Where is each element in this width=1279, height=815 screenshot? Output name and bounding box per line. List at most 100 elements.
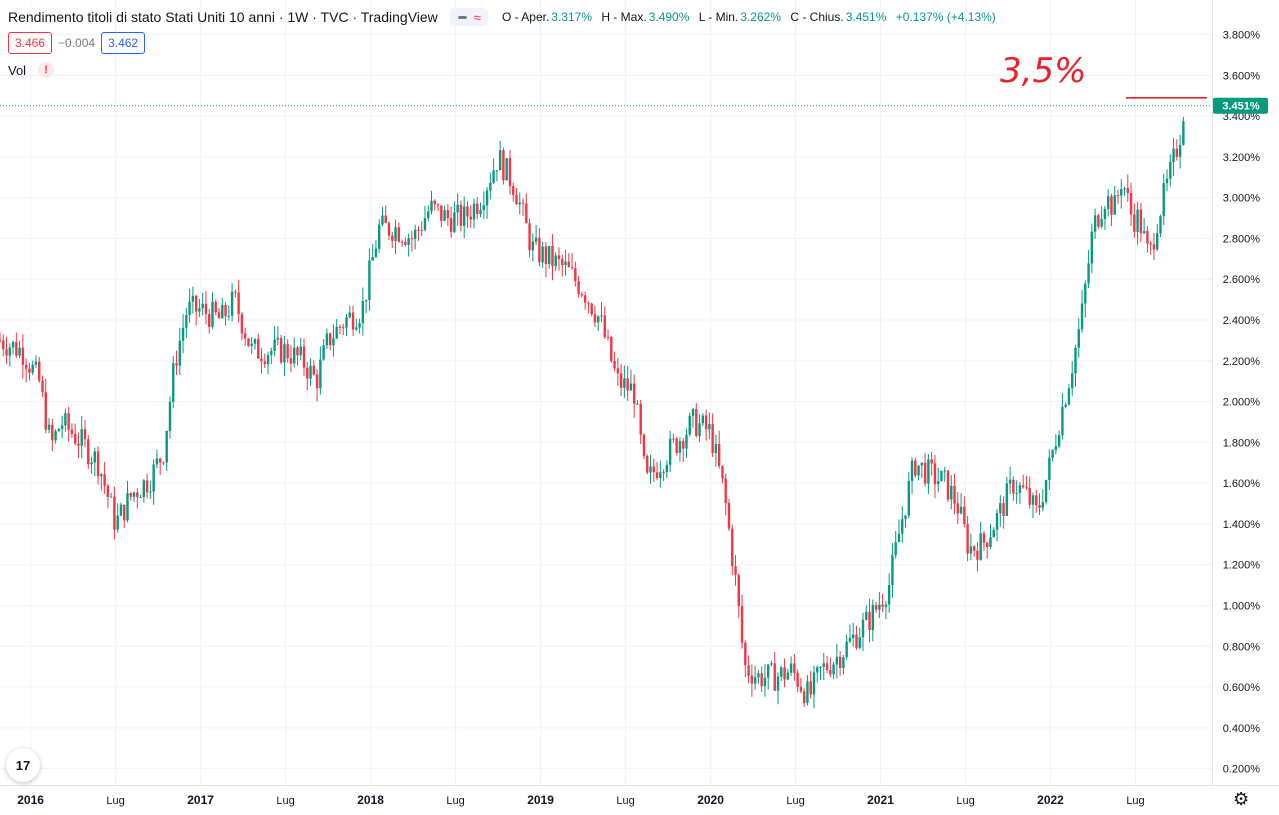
- wave-icon[interactable]: ≈: [473, 9, 481, 25]
- candle-body: [1087, 263, 1090, 284]
- candle-body: [60, 425, 64, 430]
- candle-body: [972, 546, 976, 551]
- candle-body: [1178, 144, 1182, 157]
- last-price-badge: [1213, 97, 1268, 114]
- candle-body: [691, 409, 695, 416]
- annotation-text: 3,5%: [1000, 51, 1086, 91]
- ohlc-values: O - Aper. 3.317% H - Max. 3.490% L - Min. 3…: [502, 10, 1002, 24]
- candle-body: [476, 203, 479, 214]
- candle-body: [842, 657, 845, 668]
- candle-body: [541, 246, 544, 263]
- sell-button[interactable]: 3.466: [8, 32, 53, 54]
- x-tick-label: 2016: [17, 793, 44, 807]
- candle-body: [34, 361, 38, 365]
- candle-body: [1044, 479, 1048, 503]
- candle-body: [293, 347, 296, 364]
- candle-body: [907, 480, 910, 516]
- low-value: 3.262%: [740, 10, 781, 24]
- chart-legend: Rendimento titoli di stato Stati Uniti 1…: [8, 8, 1002, 26]
- candle-body: [38, 361, 41, 381]
- candle-body: [868, 611, 871, 631]
- candle-body: [462, 206, 466, 226]
- candle-body: [100, 474, 103, 477]
- candle-body: [109, 496, 113, 498]
- candle-body: [70, 429, 74, 435]
- warning-icon[interactable]: !: [38, 62, 55, 78]
- candle-body: [887, 585, 891, 605]
- candle-body: [394, 227, 397, 241]
- candle-body: [976, 550, 979, 560]
- candle-body: [73, 434, 77, 444]
- candle-body: [237, 292, 240, 315]
- candle-body: [1028, 487, 1031, 505]
- candle-body: [770, 663, 773, 665]
- candle-body: [750, 675, 754, 684]
- candle-body: [682, 441, 685, 449]
- candle-body: [646, 456, 649, 473]
- candle-body: [427, 211, 430, 219]
- candle-body: [407, 238, 410, 245]
- candle-body: [227, 315, 231, 317]
- candle-body: [482, 205, 486, 210]
- buy-button[interactable]: 3.462: [101, 32, 146, 54]
- candle-body: [610, 337, 613, 361]
- y-tick-label: 1.400%: [1223, 519, 1261, 531]
- candle-body: [374, 248, 378, 258]
- candle-body: [1067, 388, 1071, 405]
- candle-body: [440, 205, 443, 221]
- candle-body: [1061, 406, 1064, 436]
- candle-body: [642, 434, 646, 457]
- y-tick-label: 2.200%: [1223, 356, 1261, 368]
- candle-body: [799, 686, 803, 692]
- candle-body: [734, 566, 737, 576]
- candle-body: [1080, 303, 1084, 330]
- volume-label[interactable]: Vol: [8, 62, 27, 78]
- candle-body: [240, 314, 244, 334]
- candle-body: [1156, 233, 1159, 250]
- candle-body: [1074, 347, 1077, 374]
- minus-icon[interactable]: [457, 15, 467, 19]
- candle-body: [969, 546, 973, 554]
- candle-body: [721, 465, 724, 479]
- candle-body: [41, 380, 44, 393]
- candle-body: [221, 304, 224, 319]
- candle-body: [930, 459, 933, 464]
- candle-body: [332, 338, 335, 346]
- y-tick-label: 1.800%: [1223, 437, 1261, 449]
- candle-body: [64, 413, 67, 426]
- candle-body: [793, 663, 796, 673]
- candle-body: [1057, 435, 1061, 447]
- candle-body: [959, 506, 963, 514]
- candle-body: [623, 378, 626, 388]
- candle-body: [283, 344, 286, 363]
- candle-body: [564, 261, 567, 266]
- candle-body: [253, 339, 257, 344]
- candle-body: [838, 657, 842, 668]
- y-tick-label: 1.600%: [1223, 478, 1261, 490]
- high-label: H - Max.: [601, 10, 647, 24]
- candle-body: [178, 340, 181, 366]
- candle-body: [436, 204, 440, 206]
- candle-body: [786, 672, 790, 680]
- candle-body: [776, 676, 780, 691]
- candle-body: [489, 182, 492, 191]
- candle-body: [619, 373, 623, 388]
- candle-body: [152, 464, 155, 492]
- y-tick-label: 2.800%: [1223, 233, 1261, 245]
- candle-body: [910, 460, 914, 481]
- candle-body: [574, 268, 577, 282]
- open-label: O - Aper.: [501, 10, 550, 24]
- candle-body: [302, 346, 306, 368]
- candle-body: [701, 415, 705, 424]
- candle-body: [96, 451, 100, 477]
- legend-toggle[interactable]: ≈: [449, 8, 488, 26]
- candle-body: [953, 485, 956, 504]
- candle-body: [106, 485, 110, 498]
- tradingview-logo-icon[interactable]: 17: [6, 748, 40, 782]
- gear-icon[interactable]: ⚙: [1233, 789, 1250, 809]
- candle-body: [884, 604, 888, 607]
- symbol-title[interactable]: Rendimento titoli di stato Stati Uniti 1…: [8, 9, 438, 25]
- candle-body: [1162, 183, 1165, 217]
- candle-body: [1149, 243, 1152, 245]
